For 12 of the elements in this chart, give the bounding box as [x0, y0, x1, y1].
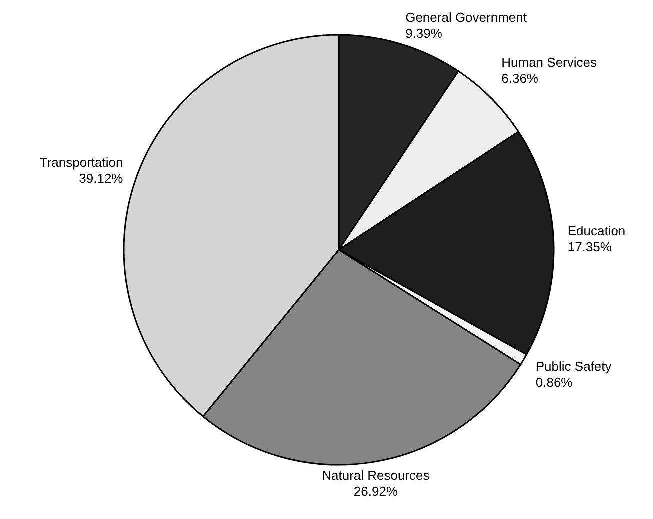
data-label: 39.12%	[79, 171, 124, 186]
data-label: 17.35%	[568, 240, 612, 255]
data-label: 9.39%	[406, 26, 443, 41]
slice-label: Transportation	[40, 155, 124, 170]
slice-label: General Government	[406, 10, 528, 25]
data-label: 0.86%	[536, 374, 574, 390]
slice-label: Human Services	[502, 54, 598, 70]
slice-label: Public Safety	[536, 358, 612, 374]
data-label: 6.36%	[502, 70, 539, 86]
data-label: 26.92%	[354, 484, 398, 499]
slice-label: Education	[568, 224, 626, 239]
slice-label: Natural Resources	[322, 468, 430, 483]
